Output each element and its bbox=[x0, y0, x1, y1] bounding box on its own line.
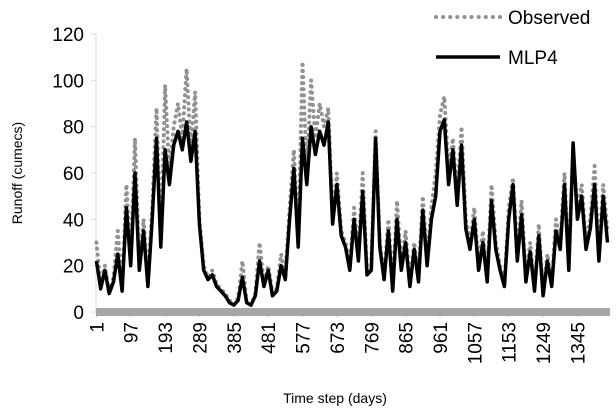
x-tick-label: 481 bbox=[259, 322, 280, 354]
x-axis-label: Time step (days) bbox=[283, 390, 387, 406]
x-tick-label: 769 bbox=[362, 322, 383, 354]
legend-label: Observed bbox=[508, 8, 590, 29]
y-tick-label: 20 bbox=[63, 257, 84, 278]
y-tick-label: 60 bbox=[63, 164, 84, 185]
x-tick-label: 289 bbox=[190, 322, 211, 354]
series-line bbox=[94, 117, 610, 307]
y-tick-label: 40 bbox=[63, 210, 84, 231]
y-axis-label: Runoff (cumecs) bbox=[9, 122, 25, 224]
x-tick-label: 961 bbox=[431, 322, 452, 354]
y-tick-label: 0 bbox=[73, 303, 84, 324]
x-tick-label: 1249 bbox=[534, 322, 555, 364]
x-tick-label: 1153 bbox=[500, 322, 521, 363]
x-tick-label: 865 bbox=[397, 322, 418, 354]
y-tick-label: 100 bbox=[52, 71, 84, 92]
y-tick-label: 120 bbox=[52, 25, 84, 46]
x-tick-label: 577 bbox=[294, 322, 315, 354]
x-tick-label: 193 bbox=[156, 322, 177, 354]
y-tick-label: 80 bbox=[63, 118, 84, 139]
x-tick-label: 385 bbox=[225, 322, 246, 354]
x-tick-label: 1 bbox=[87, 322, 108, 333]
x-tick-label: 673 bbox=[328, 322, 349, 354]
legend-label: MLP4 bbox=[508, 48, 558, 69]
x-tick-label: 1057 bbox=[465, 322, 486, 364]
x-tick-label: 1345 bbox=[568, 322, 589, 364]
x-tick-label: 97 bbox=[122, 322, 143, 343]
